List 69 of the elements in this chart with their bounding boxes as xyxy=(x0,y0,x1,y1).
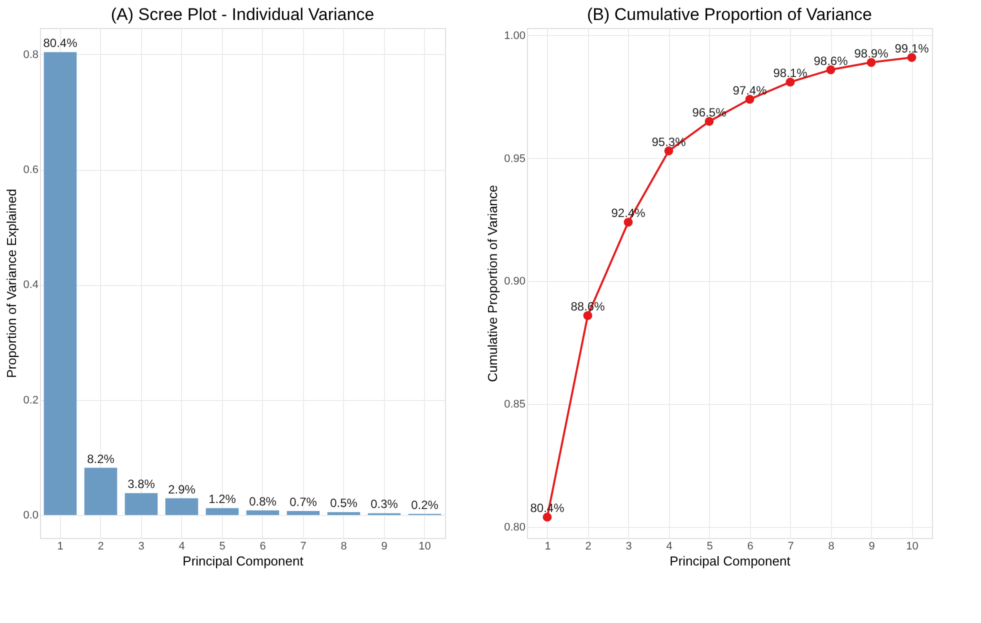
data-label: 99.1% xyxy=(894,41,930,56)
x-tick-label: 10 xyxy=(418,540,431,552)
x-axis-title: Principal Component xyxy=(670,554,791,568)
data-label: 1.2% xyxy=(208,492,236,506)
y-tick-label: 0.8 xyxy=(23,48,38,61)
bar xyxy=(84,468,118,515)
bar xyxy=(246,510,280,515)
chart-title: (A) Scree Plot - Individual Variance xyxy=(110,5,374,24)
x-tick-label: 7 xyxy=(788,540,794,552)
y-tick-label: 0.2 xyxy=(23,394,38,406)
y-tick-label: 1.00 xyxy=(504,30,526,42)
x-tick-label: 6 xyxy=(747,540,754,552)
x-tick-label: 6 xyxy=(260,540,266,552)
y-tick-label: 0.85 xyxy=(504,398,526,411)
y-axis-title: Proportion of Variance Explained xyxy=(4,188,20,378)
y-tick-label: 0.0 xyxy=(23,509,38,522)
x-tick-label: 8 xyxy=(340,540,347,552)
bar xyxy=(206,508,239,515)
y-tick-label: 0.80 xyxy=(504,521,526,534)
x-tick-label: 5 xyxy=(219,540,226,552)
data-label: 0.2% xyxy=(411,498,439,512)
data-label: 98.6% xyxy=(814,54,848,68)
x-tick-label: 3 xyxy=(138,540,144,552)
point xyxy=(907,53,916,62)
data-label: 0.3% xyxy=(370,497,398,512)
x-tick-label: 4 xyxy=(666,540,672,552)
bar xyxy=(286,510,320,515)
data-label: 96.5% xyxy=(692,105,727,120)
x-tick-label: 7 xyxy=(300,540,306,552)
x-tick-label: 3 xyxy=(626,540,632,552)
bar xyxy=(124,493,158,515)
data-label: 8.2% xyxy=(87,452,115,466)
x-axis-title: Principal Component xyxy=(182,554,304,568)
x-tick-label: 2 xyxy=(98,540,104,552)
y-tick-label: 0.4 xyxy=(23,279,38,292)
x-tick-label: 9 xyxy=(381,540,388,552)
point xyxy=(624,218,633,227)
bar xyxy=(165,498,198,515)
point xyxy=(583,311,592,320)
data-label: 0.7% xyxy=(290,494,318,509)
chart-title: (B) Cumulative Proportion of Variance xyxy=(586,5,872,24)
x-tick-label: 1 xyxy=(544,540,551,552)
y-axis-title: Cumulative Proportion of Variance xyxy=(485,184,500,382)
y-tick-label: 0.95 xyxy=(504,152,526,165)
point xyxy=(745,94,754,104)
bar xyxy=(327,512,360,515)
data-label: 3.8% xyxy=(128,477,156,492)
point xyxy=(826,65,836,74)
data-label: 80.4% xyxy=(43,36,78,50)
x-tick-label: 5 xyxy=(706,540,713,552)
bar xyxy=(44,52,77,515)
point xyxy=(866,58,876,67)
y-tick-label: 0.6 xyxy=(23,164,38,176)
x-tick-label: 10 xyxy=(906,540,918,552)
data-label: 97.4% xyxy=(732,83,768,98)
point xyxy=(786,78,795,87)
point xyxy=(542,512,552,522)
data-label: 98.9% xyxy=(854,46,889,60)
y-tick-label: 0.90 xyxy=(504,276,526,288)
x-tick-label: 1 xyxy=(57,540,64,552)
data-label: 0.8% xyxy=(249,494,277,508)
data-label: 2.9% xyxy=(168,482,196,496)
x-tick-label: 4 xyxy=(178,540,185,552)
x-tick-label: 8 xyxy=(828,540,834,552)
data-label: 0.5% xyxy=(330,496,358,510)
point xyxy=(704,116,714,126)
x-tick-label: 9 xyxy=(868,540,875,552)
x-tick-label: 2 xyxy=(585,540,592,552)
data-label: 98.1% xyxy=(773,66,808,80)
